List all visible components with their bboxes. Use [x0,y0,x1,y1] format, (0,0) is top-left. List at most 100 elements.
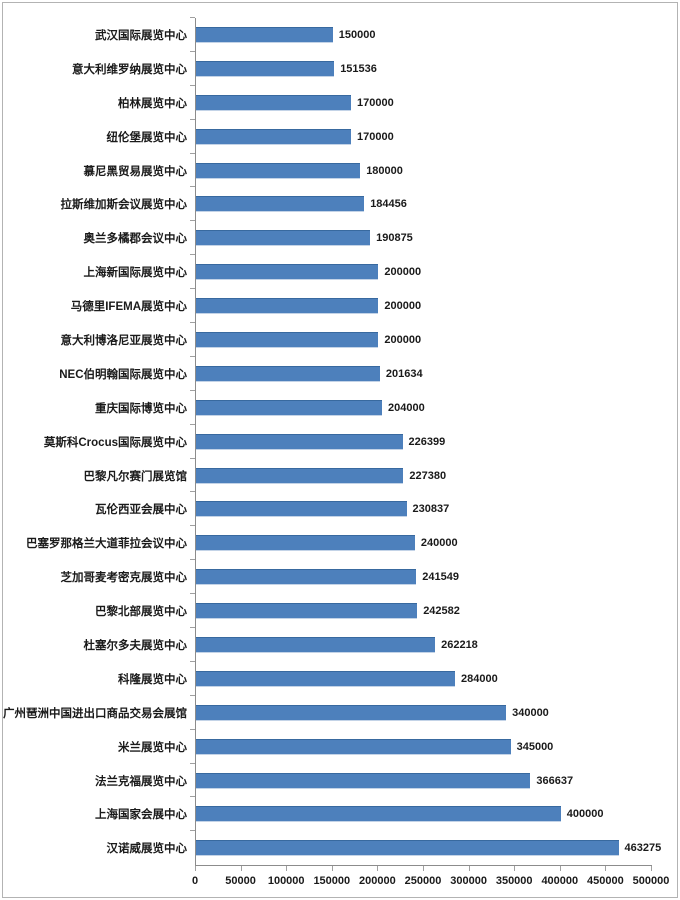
bar [196,365,380,382]
x-axis-tick [559,866,561,872]
bar-row: 莫斯科Crocus国际展览中心 226399 [3,423,677,459]
value-label: 150000 [338,28,376,41]
x-axis-tick-label: 0 [191,875,199,888]
category-label: 莫斯科Crocus国际展览中心 [43,436,187,449]
bar-track: 240000 [195,526,652,560]
value-label: 204000 [388,401,425,414]
category-label: 巴黎北部展览中心 [95,606,187,619]
bar-row: 意大利博洛尼亚展览中心 200000 [3,322,677,357]
x-axis-tick-label: 350000 [495,875,533,888]
category-label: 武汉国际展览中心 [95,29,187,42]
value-label: 230837 [412,503,450,516]
bar [196,603,418,620]
bar-row: 巴黎北部展览中心 242582 [3,593,677,628]
value-label: 151536 [340,62,377,75]
x-axis-tick [195,866,196,872]
category-label: 杜塞尔多夫展览中心 [83,639,188,652]
bar [196,26,333,43]
bar-track: 150000 [195,18,652,52]
bar-track: 170000 [195,86,652,120]
bar-row: 武汉国际展览中心 150000 [3,17,677,52]
value-label: 284000 [461,672,498,685]
bar-row: 拉斯维加斯会议展览中心 184456 [3,186,677,221]
category-label: 巴塞罗那格兰大道菲拉会议中心 [26,538,187,551]
bar-track: 200000 [195,289,652,323]
bar-track: 463275 [195,831,661,865]
value-label: 366637 [536,774,574,787]
category-label: 意大利维罗纳展览中心 [72,63,187,76]
value-label: 170000 [357,96,394,109]
value-label: 200000 [384,300,422,313]
category-label: 瓦伦西亚会展中心 [95,504,187,517]
bar-row: 纽伦堡展览中心 170000 [3,118,677,154]
bar-track: 226399 [195,425,652,459]
value-label: 201634 [385,367,423,380]
category-label: 汉诺威展览中心 [106,843,188,856]
bar-track: 200000 [195,255,652,289]
value-label: 226399 [408,435,446,448]
x-axis-tick-label: 500000 [632,875,670,888]
bar [196,569,417,586]
bar-track: 180000 [195,154,652,188]
value-label: 463275 [624,842,662,855]
value-label: 240000 [420,537,458,550]
value-label: 190875 [376,232,413,245]
bar-row: 奥兰多橘郡会议中心 190875 [3,220,677,255]
bar [196,704,507,721]
bar-row: 马德里IFEMA展览中心 200000 [3,288,677,323]
bar-row: 上海国家会展中心 400000 [3,796,677,831]
x-axis-tick-label: 450000 [587,875,624,888]
bar [196,94,351,111]
category-label: 巴黎凡尔赛门展览馆 [83,470,188,483]
x-axis-tick [286,866,288,872]
bar [196,501,407,518]
bar-track: 242582 [195,594,652,628]
x-axis-tick [331,866,333,872]
bar-track: 200000 [195,323,652,357]
bar-track: 204000 [195,391,652,425]
x-axis-tick [468,866,470,872]
bar-track: 366637 [195,764,652,798]
value-label: 227380 [409,469,447,482]
bar [196,772,531,789]
bar-row: 慕尼黑贸易展览中心 180000 [3,152,677,188]
bar [196,840,619,857]
bar-track: 184456 [195,187,652,221]
bar-row: 广州琶洲中国进出口商品交易会展馆 340000 [3,694,677,730]
bar-row: 芝加哥麦考密克展览中心 241549 [3,559,677,594]
category-label: 科隆展览中心 [118,673,187,686]
value-label: 262218 [441,638,478,651]
bar-track: 345000 [195,730,652,764]
category-label: 上海新国际展览中心 [83,267,188,280]
category-label: 拉斯维加斯会议展览中心 [60,199,188,212]
bar [196,636,436,653]
bar [196,806,561,823]
category-label: 米兰展览中心 [118,741,187,754]
bar [196,738,511,755]
bar-track: 227380 [195,459,652,493]
x-axis-tick-label: 250000 [404,875,442,888]
bar-track: 230837 [195,492,652,526]
value-label: 242582 [423,605,460,618]
value-label: 200000 [384,333,422,346]
bar-row: 柏林展览中心 170000 [3,84,677,120]
bar-track: 201634 [195,357,652,391]
bar [196,162,361,179]
bar-row: 汉诺威展览中心 463275 [3,830,677,865]
x-axis-tick [377,866,379,872]
bar-track: 190875 [195,221,652,255]
bar-row: 杜塞尔多夫展览中心 262218 [3,627,677,662]
bar-track: 340000 [195,696,652,730]
bar-row: 科隆展览中心 284000 [3,660,677,696]
bar [196,196,365,213]
category-label: 芝加哥麦考密克展览中心 [60,572,188,585]
bar-row: 法兰克福展览中心 366637 [3,762,677,798]
x-axis-tick [423,866,424,872]
bar-track: 400000 [195,797,652,831]
category-label: 意大利博洛尼亚展览中心 [60,334,188,347]
value-label: 345000 [516,740,554,753]
bar-row: 巴塞罗那格兰大道菲拉会议中心 240000 [3,525,677,560]
bar-row: NEC伯明翰国际展览中心 201634 [3,355,677,391]
category-label: 广州琶洲中国进出口商品交易会展馆 [3,707,187,720]
x-axis-tick [514,866,516,872]
